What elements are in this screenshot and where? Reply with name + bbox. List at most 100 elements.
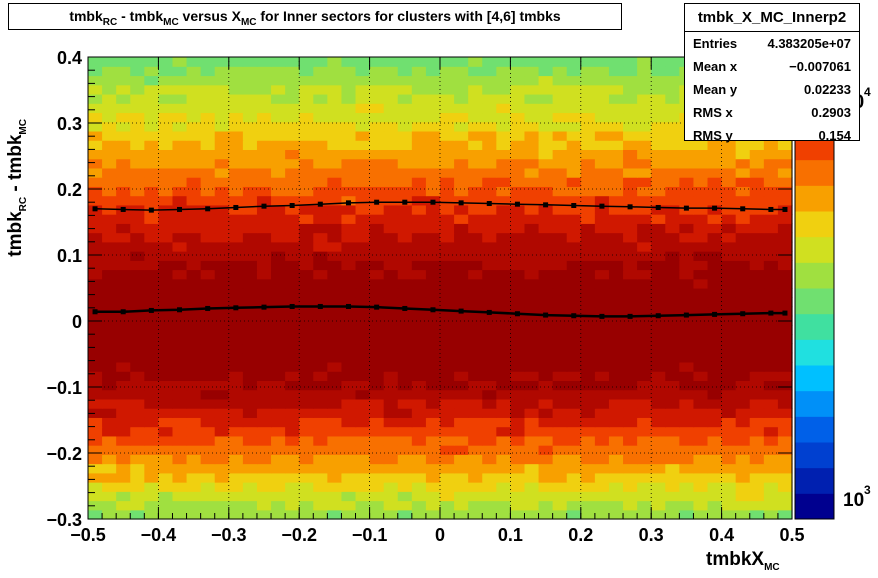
heatmap-cell (256, 66, 272, 77)
heatmap-cell (313, 343, 328, 354)
heatmap-cell (440, 463, 455, 474)
heatmap-cell (510, 361, 526, 372)
heatmap-cell (707, 149, 723, 160)
heatmap-cell (637, 278, 652, 289)
heatmap-cell (397, 66, 413, 77)
heatmap-cell (369, 352, 385, 363)
heatmap-cell (566, 75, 582, 86)
heatmap-cell (88, 241, 103, 252)
heatmap-cell (637, 112, 652, 123)
heatmap-cell (299, 380, 314, 391)
heatmap-cell (397, 278, 413, 289)
profile-point (317, 303, 323, 309)
heatmap-cell (524, 121, 540, 132)
heatmap-cell (88, 361, 103, 372)
heatmap-cell (88, 417, 103, 428)
heatmap-cell (102, 66, 117, 77)
heatmap-cell (228, 112, 244, 123)
heatmap-cell (608, 324, 624, 335)
heatmap-cell (580, 324, 596, 335)
heatmap-cell (777, 241, 793, 252)
heatmap-cell (440, 343, 455, 354)
heatmap-cell (130, 482, 145, 492)
heatmap-cell (341, 260, 357, 271)
heatmap-cell (299, 315, 314, 326)
heatmap-cell (158, 435, 174, 446)
heatmap-cell (88, 214, 103, 224)
heatmap-cell (777, 269, 793, 280)
heatmap-cell (144, 463, 159, 474)
heatmap-cell (411, 343, 427, 354)
heatmap-cell (313, 482, 328, 492)
heatmap-cell (749, 241, 765, 252)
heatmap-cell (552, 315, 568, 326)
heatmap-cell (566, 509, 582, 520)
heatmap-cell (496, 389, 511, 400)
heatmap-cell (327, 509, 343, 520)
heatmap-cell (594, 121, 610, 132)
heatmap-cell (482, 352, 497, 363)
heatmap-cell (397, 352, 413, 363)
heatmap-cell (369, 177, 385, 187)
heatmap-cell (299, 463, 314, 474)
heatmap-cell (186, 417, 202, 428)
heatmap-cell (285, 435, 300, 446)
heatmap-cell (88, 103, 103, 114)
heatmap-cell (552, 371, 568, 381)
heatmap-cell (369, 491, 385, 502)
heatmap-cell (763, 398, 779, 409)
heatmap-cell (777, 167, 793, 178)
heatmap-cell (735, 260, 751, 271)
heatmap-cell (440, 167, 455, 178)
heatmap-cell (707, 417, 723, 428)
heatmap-cell (271, 435, 286, 446)
heatmap-cell (130, 75, 145, 86)
heatmap-cell (200, 84, 216, 95)
heatmap-cell (763, 223, 779, 234)
profile-point (289, 203, 295, 208)
heatmap-cell (411, 93, 427, 104)
heatmap-cell (623, 288, 638, 298)
heatmap-cell (411, 509, 427, 520)
heatmap-cell (679, 232, 695, 243)
heatmap-cell (777, 140, 793, 150)
heatmap-cell (608, 204, 624, 215)
heatmap-cell (510, 103, 526, 114)
heatmap-cell (623, 408, 638, 418)
heatmap-cell (566, 158, 582, 169)
heatmap-cell (580, 93, 596, 104)
heatmap-cell (468, 352, 483, 363)
heatmap-cell (313, 352, 328, 363)
heatmap-cell (425, 112, 441, 123)
heatmap-cell (552, 408, 568, 418)
heatmap-cell (749, 426, 765, 437)
stats-row-entries: Entries 4.383205e+07 (685, 32, 859, 55)
heatmap-cell (693, 380, 709, 391)
heatmap-cell (608, 130, 624, 141)
heatmap-cell (651, 389, 666, 400)
heatmap-cell (594, 195, 610, 206)
heatmap-cell (468, 112, 483, 123)
heatmap-cell (186, 112, 202, 123)
heatmap-cell (679, 454, 695, 465)
heatmap-cell (144, 371, 159, 381)
heatmap-cell (651, 214, 666, 224)
heatmap-cell (735, 435, 751, 446)
heatmap-cell (172, 380, 188, 391)
heatmap-cell (496, 509, 511, 520)
heatmap-cell (524, 223, 540, 234)
heatmap-cell (524, 112, 540, 123)
heatmap-cell (454, 417, 469, 428)
plot-title: tmbkRC - tmbkMC versus XMC for Inner sec… (8, 3, 622, 30)
heatmap-cell (425, 482, 441, 492)
heatmap-cell (383, 371, 399, 381)
heatmap-cell (172, 472, 188, 483)
heatmap-cell (693, 241, 709, 252)
heatmap-cell (256, 232, 272, 243)
heatmap-cell (538, 315, 554, 326)
heatmap-cell (524, 482, 540, 492)
heatmap-cell (468, 93, 483, 104)
heatmap-cell (608, 472, 624, 483)
heatmap-cell (256, 241, 272, 252)
heatmap-cell (665, 167, 680, 178)
